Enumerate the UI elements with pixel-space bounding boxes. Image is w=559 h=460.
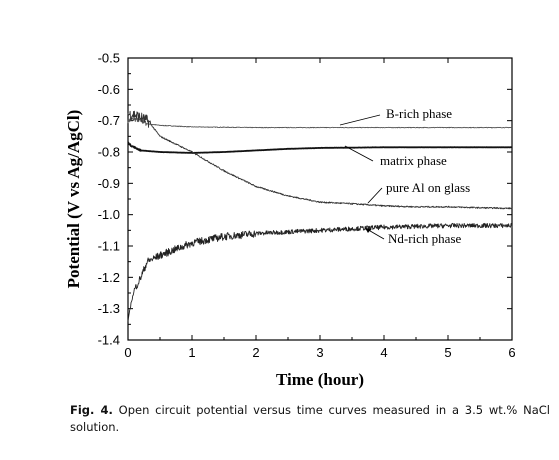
series-line-pure-al-on-glass (127, 110, 513, 210)
x-tick-label: 5 (444, 345, 451, 360)
annotation-leader-pure-al (367, 187, 383, 204)
y-tick-label: -1.2 (98, 270, 120, 285)
plot-frame (127, 57, 513, 341)
y-tick-label: -0.9 (98, 176, 120, 191)
y-tick-label: -1.0 (98, 207, 120, 222)
x-tick-label: 6 (508, 345, 515, 360)
series-layer (127, 110, 513, 322)
y-tick-label: -0.6 (98, 82, 120, 97)
annotation-arrow-nd-rich (365, 228, 371, 233)
y-tick-label: -1.3 (98, 301, 120, 316)
annotation-leader-matrix (344, 145, 374, 162)
x-tick-label: 3 (316, 345, 323, 360)
annotation-matrix-phase: matrix phase (380, 153, 447, 168)
y-axis-title: Potential (V vs Ag/AgCl) (64, 110, 83, 289)
plot-area: 0 1 2 3 4 5 6 -0.5 -0.6 -0.7 -0.8 -0.9 -1.0 -1.1 -1.2 -… (98, 51, 516, 361)
annotation-leader-b-rich (339, 114, 381, 126)
y-tick-label: -1.1 (98, 239, 120, 254)
axes: 0 1 2 3 4 5 6 -0.5 -0.6 -0.7 -0.8 -0.9 -1.0 -1.1 -1.2 -… (98, 51, 516, 361)
y-tick-label: -0.8 (98, 145, 120, 160)
series-line-nd-rich-phase (127, 222, 513, 322)
annotation-pure-al-on-glass: pure Al on glass (386, 180, 470, 195)
x-tick-label: 4 (380, 345, 387, 360)
y-tick-label: -1.4 (98, 333, 120, 348)
chart: 0 1 2 3 4 5 6 -0.5 -0.6 -0.7 -0.8 -0.9 -1.0 -1.1 -1.2 -… (64, 51, 516, 390)
x-tick-label: 1 (188, 345, 195, 360)
series-line-matrix-phase (127, 141, 513, 154)
x-axis-title: Time (hour) (276, 370, 364, 389)
y-tick-label: -0.5 (98, 51, 120, 66)
figure-caption: Fig. 4. Open circuit potential versus ti… (70, 402, 550, 436)
caption-text: Open circuit potential versus time curve… (70, 403, 550, 434)
annotation-b-rich-phase: B-rich phase (386, 106, 452, 121)
x-tick-label: 0 (124, 345, 131, 360)
annotations: B-rich phase matrix phase pure Al on gla… (339, 106, 470, 246)
series-line-b-rich-phase (127, 117, 513, 129)
caption-label: Fig. 4. (70, 403, 113, 417)
y-tick-label: -0.7 (98, 113, 120, 128)
x-tick-label: 2 (252, 345, 259, 360)
annotation-nd-rich-phase: Nd-rich phase (388, 231, 462, 246)
